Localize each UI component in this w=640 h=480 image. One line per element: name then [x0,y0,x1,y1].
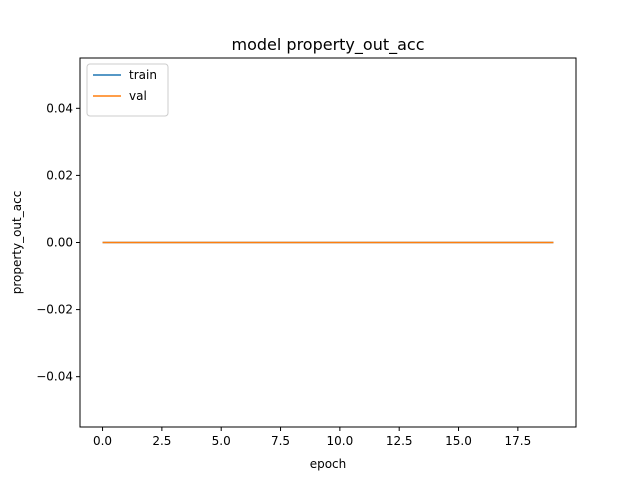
legend-label-val: val [129,89,147,103]
y-tick-label: 0.02 [46,168,73,182]
x-tick-label: 17.5 [504,434,531,448]
y-tick-label: −0.04 [36,370,73,384]
x-tick-label: 0.0 [93,434,112,448]
plot-frame [79,57,577,428]
x-tick-label: 15.0 [445,434,472,448]
x-tick-label: 12.5 [386,434,413,448]
x-axis-label: epoch [310,457,347,471]
legend: train val [86,63,169,117]
legend-label-train: train [129,68,157,82]
x-tick-label: 7.5 [271,434,290,448]
y-tick-label: 0.04 [46,101,73,115]
x-tick-label: 10.0 [327,434,354,448]
legend-box [86,63,169,117]
y-tick-label: 0.00 [46,236,73,250]
x-tick-label: 5.0 [212,434,231,448]
y-tick-label: −0.02 [36,303,73,317]
y-axis-label: property_out_acc [10,191,24,295]
chart-title: model property_out_acc [232,35,425,55]
x-axis: 0.0 2.5 5.0 7.5 10.0 12.5 15.0 17.5 [93,427,531,448]
y-axis: −0.04 −0.02 0.00 0.02 0.04 [36,101,80,384]
x-tick-label: 2.5 [152,434,171,448]
